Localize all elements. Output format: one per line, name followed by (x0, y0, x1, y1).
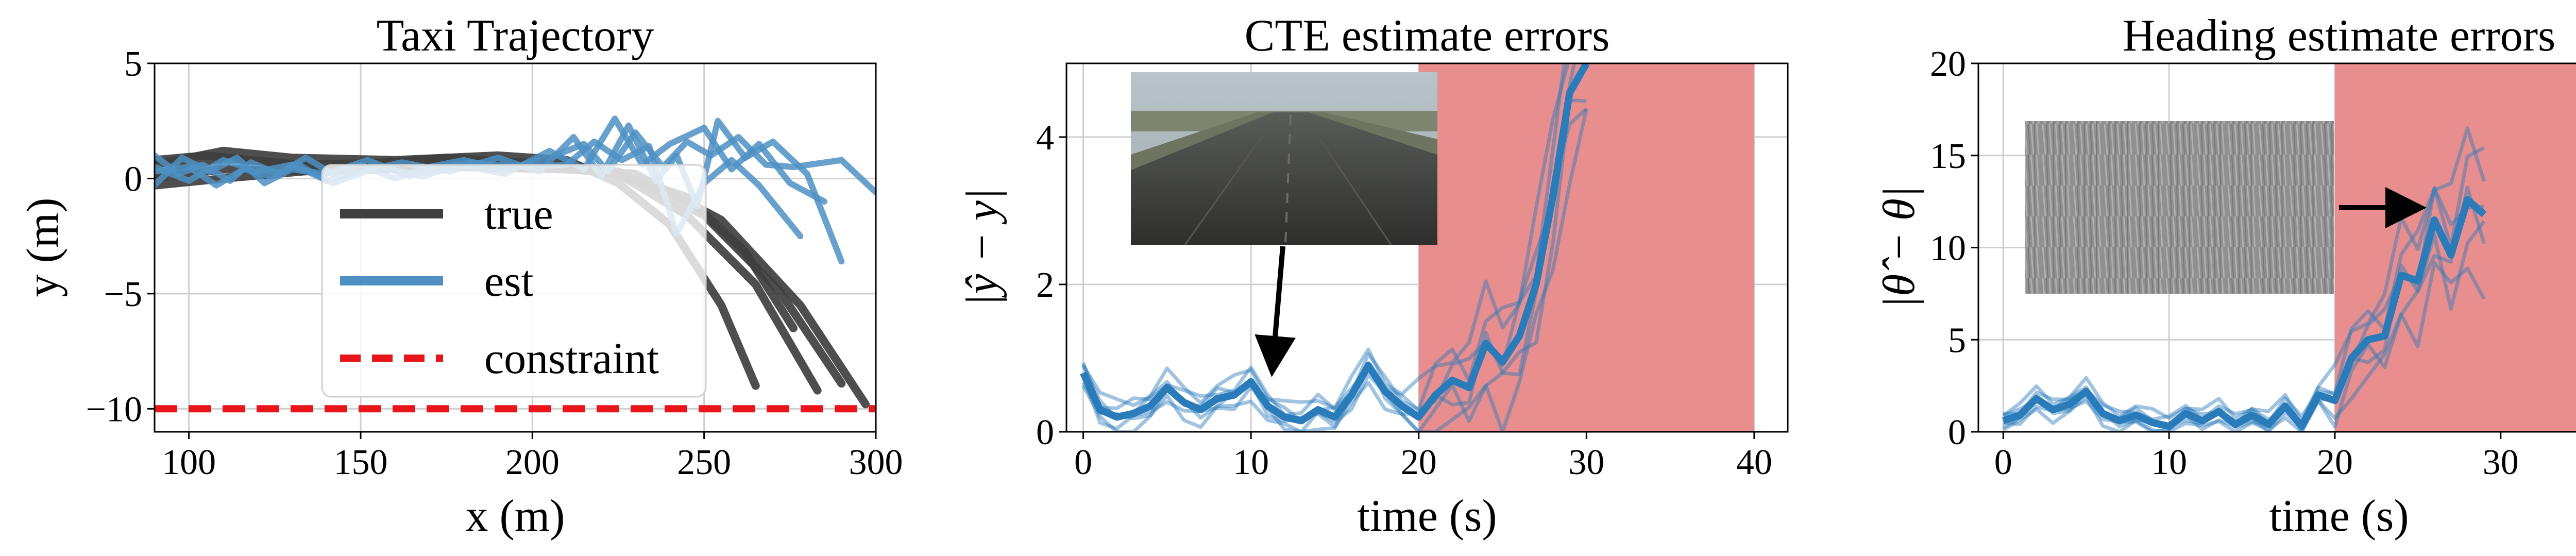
y-tick-label: 20 (1930, 44, 1966, 84)
trial-line (1081, 108, 1588, 432)
legend-label-true: true (484, 189, 553, 239)
x-tick-label: 40 (1736, 443, 1772, 482)
y-axis-label: y (m) (18, 197, 68, 297)
y-tick-label: 5 (1948, 321, 1966, 360)
x-tick-label: 200 (505, 443, 560, 482)
plot-area (1080, 63, 1590, 432)
cte-errors-panel: CTE estimate errors 0 10 20 30 40 0 2 4 time (s… (957, 11, 1789, 541)
ticks: 100 150 200 250 300 5 0 −5 −10 (86, 44, 903, 482)
x-tick-label: 300 (849, 443, 903, 482)
legend-box (321, 164, 707, 398)
legend: true est constraint (321, 164, 707, 398)
x-tick-label: 150 (334, 443, 388, 482)
chart-title: CTE estimate errors (1245, 11, 1610, 61)
y-tick-label: 15 (1930, 137, 1966, 176)
x-tick-label: 250 (677, 443, 731, 482)
legend-label-constraint: constraint (484, 333, 659, 383)
y-tick-label: 0 (1036, 413, 1054, 452)
annotation-arrow (1255, 246, 1296, 377)
y-tick-label: 4 (1036, 118, 1054, 158)
y-tick-label: 2 (1036, 265, 1054, 305)
mean-line (1080, 63, 1590, 425)
heading-errors-panel: Heading estimate errors 0102030400510152… (1874, 11, 2576, 541)
x-axis-label: x (m) (465, 491, 565, 541)
chart-title: Heading estimate errors (2123, 11, 2556, 61)
ticks: 0 10 20 30 40 0 2 4 (1036, 118, 1772, 482)
x-tick-label: 20 (2317, 443, 2353, 482)
x-tick-label: 0 (1994, 443, 2012, 482)
runway-inset-image (1131, 72, 1437, 245)
y-tick-label: 5 (124, 44, 142, 84)
trial-line (1081, 63, 1570, 410)
x-tick-label: 10 (1233, 443, 1269, 482)
x-tick-label: 10 (2151, 443, 2187, 482)
x-axis-label: time (s) (1357, 491, 1497, 541)
x-tick-label: 30 (1568, 443, 1604, 482)
axes-frame (1065, 62, 1789, 433)
y-axis-label: |θ̂ − θ| (1874, 186, 1924, 309)
x-tick-label: 20 (1401, 443, 1437, 482)
blurred-inset-image (2025, 121, 2334, 294)
y-axis-label: |ŷ − y| (957, 188, 1007, 307)
x-axis-label: time (s) (2269, 491, 2409, 541)
y-tick-label: −5 (104, 275, 142, 314)
y-tick-label: 10 (1930, 229, 1966, 268)
y-tick-label: −10 (86, 390, 142, 429)
ticks: 01020304005101520 (1930, 44, 2519, 482)
y-tick-label: 0 (1948, 413, 1966, 452)
x-tick-label: 0 (1074, 443, 1092, 482)
y-tick-label: 0 (124, 159, 142, 199)
trial-line (2002, 261, 2486, 432)
trial-line (1081, 98, 1587, 432)
legend-label-est: est (484, 256, 534, 306)
chart-title: Taxi Trajectory (377, 11, 654, 61)
axes-frame (154, 62, 877, 433)
x-tick-label: 100 (162, 443, 216, 482)
trial-line (1081, 63, 1577, 423)
mean-line (2002, 196, 2487, 430)
taxi-trajectory-panel: Taxi Trajectory 100 150 200 250 300 5 0 −5 −10 x… (18, 11, 903, 541)
x-tick-label: 30 (2483, 443, 2519, 482)
